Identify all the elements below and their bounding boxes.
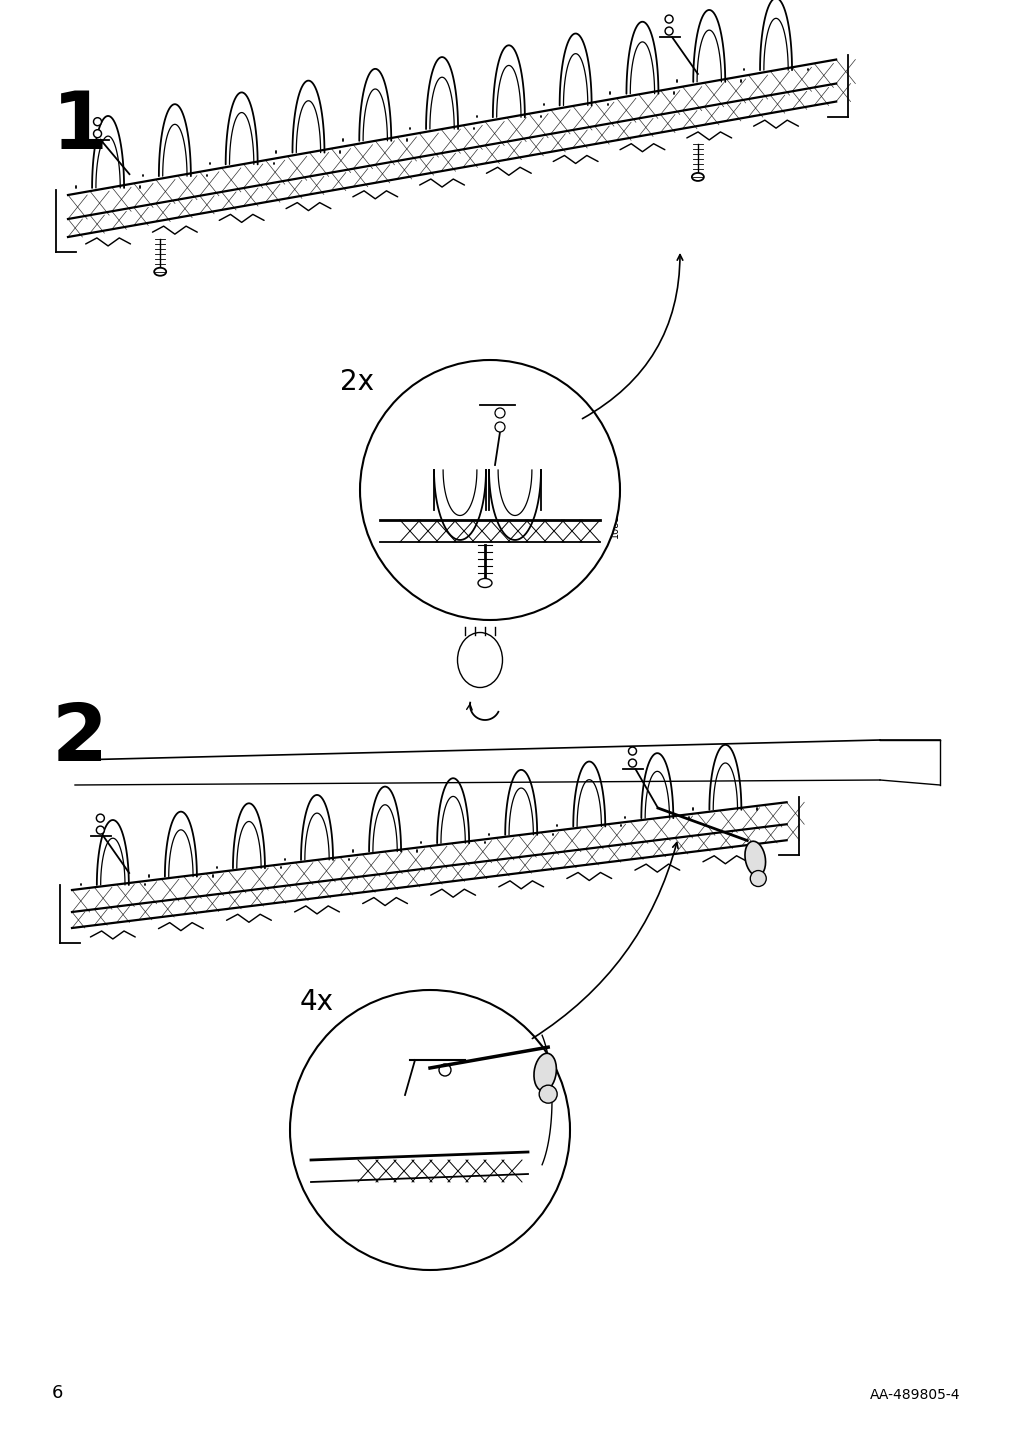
Circle shape (96, 826, 104, 833)
Ellipse shape (692, 173, 704, 180)
Circle shape (664, 16, 672, 23)
Circle shape (749, 871, 765, 886)
Ellipse shape (534, 1054, 556, 1091)
Ellipse shape (154, 268, 166, 276)
Text: 108106: 108106 (610, 501, 620, 538)
Circle shape (93, 130, 101, 137)
Text: 2x: 2x (340, 368, 374, 397)
Text: 6: 6 (52, 1383, 64, 1402)
Circle shape (539, 1085, 557, 1103)
Text: 4x: 4x (299, 988, 334, 1015)
Circle shape (494, 408, 504, 418)
Circle shape (290, 990, 569, 1270)
Circle shape (360, 359, 620, 620)
Ellipse shape (477, 579, 491, 587)
Text: 2: 2 (52, 700, 108, 778)
Circle shape (494, 422, 504, 432)
Circle shape (439, 1064, 451, 1075)
Circle shape (628, 759, 636, 768)
Ellipse shape (457, 633, 502, 687)
Circle shape (664, 27, 672, 34)
Text: AA-489805-4: AA-489805-4 (868, 1388, 959, 1402)
Circle shape (93, 117, 101, 126)
Ellipse shape (744, 841, 764, 876)
Circle shape (96, 815, 104, 822)
Circle shape (628, 748, 636, 755)
Text: 1: 1 (52, 87, 108, 166)
